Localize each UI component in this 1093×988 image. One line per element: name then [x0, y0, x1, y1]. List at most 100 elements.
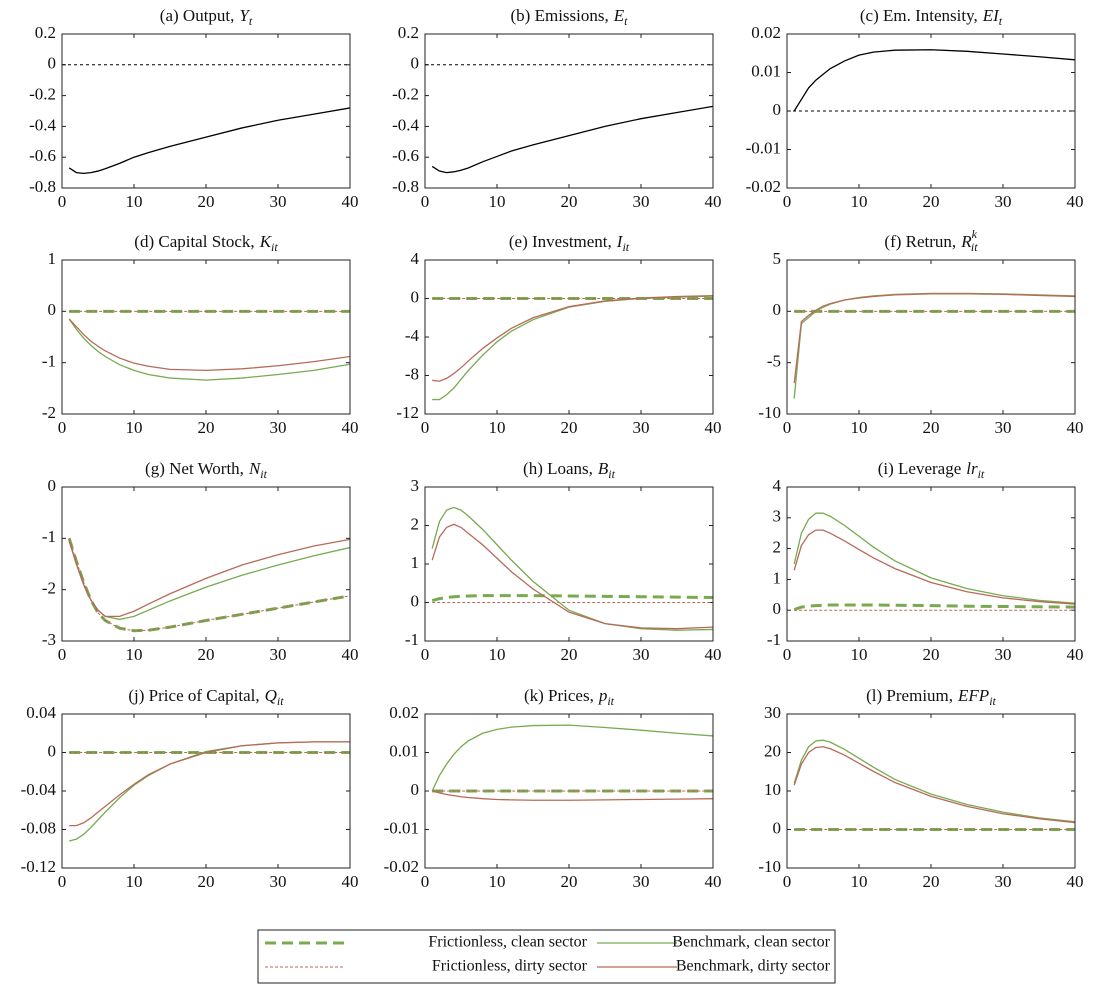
title-symbol: Q [265, 686, 277, 705]
y-tick-label: -2 [42, 403, 56, 422]
x-tick-label: 40 [1067, 192, 1084, 211]
panel-title: (e) Investment, Iit [509, 232, 630, 254]
title-text: (h) Loans, [523, 459, 593, 478]
y-tick-label: -0.6 [29, 146, 56, 165]
legend-label: Frictionless, clean sector [428, 934, 587, 951]
y-tick-label: -1 [405, 630, 419, 649]
data-line [68, 318, 350, 372]
data-line [793, 512, 1075, 604]
plot-area [425, 260, 713, 414]
title-symbol: p [598, 686, 608, 705]
panel-title: (k) Prices, pit [524, 686, 615, 708]
plot-lines [62, 64, 350, 175]
x-tick-label: 40 [1067, 418, 1084, 437]
plot-area [62, 34, 350, 188]
x-tick-label: 10 [489, 418, 506, 437]
y-tick-label: -2 [42, 579, 56, 598]
panel-title: (h) Loans, Bit [523, 459, 616, 481]
title-sub: it [971, 240, 978, 254]
x-tick-label: 30 [633, 418, 650, 437]
panel-title: (c) Em. Intensity, EIt [860, 6, 1003, 28]
data-line [793, 603, 1075, 611]
plot-frame [424, 33, 714, 189]
data-line [68, 107, 350, 175]
y-tick-label: 10 [764, 780, 781, 799]
title-symbol: lr [966, 459, 978, 478]
y-tick-label: -0.02 [746, 177, 781, 196]
y-tick-label: -10 [758, 857, 781, 876]
x-tick-label: 20 [198, 872, 215, 891]
title-symbol: E [613, 6, 625, 25]
data-line [68, 538, 350, 618]
x-tick-label: 10 [126, 192, 143, 211]
x-tick-label: 40 [342, 192, 359, 211]
title-text: (b) Emissions, [511, 6, 609, 25]
x-tick-label: 20 [561, 872, 578, 891]
y-tick-label: 0 [48, 476, 57, 495]
x-tick-label: 30 [995, 192, 1012, 211]
x-tick-label: 20 [561, 645, 578, 664]
y-tick-label: -12 [396, 403, 419, 422]
y-tick-label: -1 [767, 630, 781, 649]
x-tick-label: 20 [923, 418, 940, 437]
title-sub: it [260, 467, 267, 481]
title-symbol: EI [982, 6, 1000, 25]
x-tick-label: 30 [270, 192, 287, 211]
plot-frame [61, 33, 351, 189]
x-tick-label: 30 [995, 872, 1012, 891]
x-tick-label: 0 [421, 645, 430, 664]
y-tick-label: 0 [773, 100, 782, 119]
plot-lines [432, 294, 713, 401]
x-tick-label: 0 [58, 192, 67, 211]
x-tick-label: 30 [270, 418, 287, 437]
x-tick-label: 30 [995, 645, 1012, 664]
y-tick-label: -1 [42, 527, 56, 546]
title-sub: t [999, 14, 1003, 28]
y-tick-label: 5 [773, 249, 782, 268]
plot-area [425, 34, 713, 188]
x-tick-label: 40 [342, 418, 359, 437]
y-tick-label: -0.08 [21, 818, 56, 837]
plot-lines [67, 537, 350, 633]
legend-label: Benchmark, clean sector [672, 934, 830, 951]
x-tick-label: 30 [633, 872, 650, 891]
y-tick-label: -10 [758, 403, 781, 422]
title-sub: it [271, 240, 278, 254]
plot-lines [431, 724, 713, 801]
data-line [793, 746, 1075, 824]
y-tick-label: 0 [411, 591, 420, 610]
x-tick-label: 20 [561, 418, 578, 437]
x-tick-label: 40 [705, 645, 722, 664]
y-tick-label: -0.2 [392, 85, 419, 104]
x-tick-label: 20 [923, 192, 940, 211]
x-tick-label: 10 [489, 645, 506, 664]
title-text: (l) Premium, [866, 686, 953, 705]
plot-frame [424, 259, 714, 415]
y-tick-label: -8 [405, 364, 419, 383]
y-tick-label: -0.6 [392, 146, 419, 165]
title-sub: it [608, 467, 615, 481]
x-tick-label: 30 [633, 192, 650, 211]
data-line [793, 49, 1075, 112]
x-tick-label: 10 [489, 872, 506, 891]
x-tick-label: 0 [58, 872, 67, 891]
x-tick-label: 40 [342, 872, 359, 891]
y-tick-label: 0 [773, 818, 782, 837]
plot-lines [793, 739, 1075, 831]
y-tick-label: 1 [48, 249, 57, 268]
x-tick-label: 10 [126, 645, 143, 664]
y-tick-label: -0.02 [384, 857, 419, 876]
x-tick-label: 20 [561, 192, 578, 211]
y-tick-label: 0 [48, 54, 57, 73]
title-symbol: K [259, 232, 273, 251]
plot-frame [61, 713, 351, 869]
title-text: (i) Leverage [878, 459, 962, 478]
x-tick-label: 10 [851, 418, 868, 437]
y-tick-label: 0.02 [389, 703, 419, 722]
y-tick-label: -0.4 [392, 115, 419, 134]
x-tick-label: 30 [270, 645, 287, 664]
plot-area [62, 260, 350, 414]
title-text: (j) Price of Capital, [128, 686, 259, 705]
x-tick-label: 30 [270, 872, 287, 891]
x-tick-label: 10 [126, 872, 143, 891]
